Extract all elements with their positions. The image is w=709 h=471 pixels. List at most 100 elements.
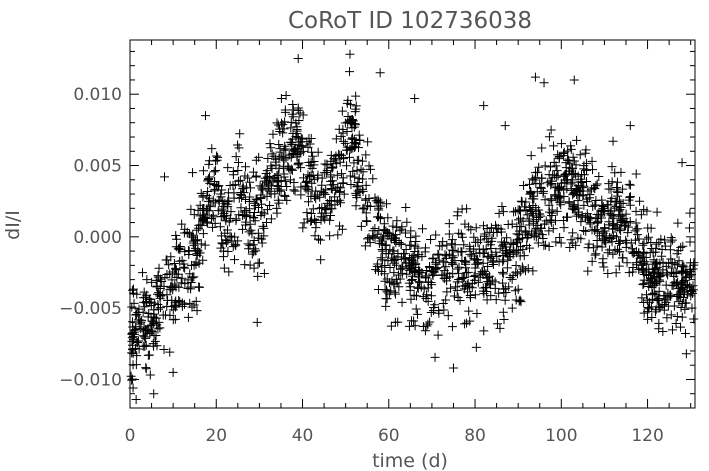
data-point — [676, 266, 686, 276]
data-point — [286, 123, 296, 133]
data-point — [365, 201, 375, 211]
data-point — [279, 124, 289, 134]
data-point — [264, 175, 274, 185]
data-point — [663, 270, 673, 280]
data-point — [547, 195, 557, 205]
data-point — [171, 265, 181, 275]
data-point — [573, 196, 583, 206]
data-point — [296, 133, 306, 143]
data-point — [355, 187, 365, 197]
data-point — [549, 157, 559, 167]
data-point — [440, 250, 450, 260]
data-point — [650, 259, 660, 269]
data-point — [500, 295, 510, 305]
data-point — [415, 268, 425, 278]
data-point — [587, 256, 597, 266]
data-point — [143, 350, 153, 360]
data-point — [625, 121, 635, 131]
data-point — [441, 295, 451, 305]
data-point — [216, 243, 226, 253]
y-axis-label: dI/I — [2, 210, 24, 240]
data-point — [257, 185, 267, 195]
data-point — [642, 270, 652, 280]
data-point — [643, 223, 653, 233]
data-point — [352, 182, 362, 192]
data-point — [368, 174, 378, 184]
data-point — [410, 246, 420, 256]
data-point — [580, 148, 590, 158]
data-point — [345, 171, 355, 181]
data-point — [322, 166, 332, 176]
data-point — [351, 120, 361, 130]
data-point — [551, 172, 561, 182]
data-point — [649, 288, 659, 298]
data-point — [145, 329, 155, 339]
data-point — [556, 200, 566, 210]
data-point — [597, 242, 607, 252]
data-point — [625, 192, 635, 202]
data-point — [353, 186, 363, 196]
data-point — [222, 225, 232, 235]
data-point — [583, 212, 593, 222]
data-point — [380, 261, 390, 271]
data-point — [337, 169, 347, 179]
data-point — [171, 230, 181, 240]
data-point — [574, 209, 584, 219]
data-point — [246, 225, 256, 235]
data-point — [345, 115, 355, 125]
data-point — [639, 275, 649, 285]
data-point — [258, 221, 268, 231]
data-point — [464, 306, 474, 316]
data-point — [479, 289, 489, 299]
data-point — [654, 324, 664, 334]
data-point — [183, 312, 193, 322]
data-point — [652, 207, 662, 217]
data-point — [335, 187, 345, 197]
data-point — [667, 267, 677, 277]
data-point — [486, 223, 496, 233]
data-point — [180, 263, 190, 273]
data-point — [306, 157, 316, 167]
data-point — [164, 260, 174, 270]
data-point — [132, 351, 142, 361]
data-point — [306, 191, 316, 201]
axis-ticks: 0 20 40 60 80 100 120 −0.010 −0.005 0.000 0.005 0.0… — [59, 40, 695, 446]
data-point — [470, 270, 480, 280]
data-point — [408, 251, 418, 261]
data-point — [346, 179, 356, 189]
data-point — [434, 255, 444, 265]
data-point — [625, 192, 635, 202]
data-point — [553, 150, 563, 160]
data-point — [537, 143, 547, 153]
data-point — [280, 191, 290, 201]
data-point — [671, 318, 681, 328]
data-point — [298, 223, 308, 233]
data-point — [512, 222, 522, 232]
data-point — [231, 241, 241, 251]
data-point — [209, 186, 219, 196]
data-point — [504, 251, 514, 261]
data-point — [556, 182, 566, 192]
data-point — [455, 295, 465, 305]
data-point — [149, 305, 159, 315]
data-point — [327, 184, 337, 194]
data-point — [684, 223, 694, 233]
data-point — [569, 156, 579, 166]
data-point — [394, 282, 404, 292]
data-point — [293, 54, 303, 64]
data-point — [652, 239, 662, 249]
data-point — [514, 215, 524, 225]
data-point — [469, 232, 479, 242]
data-point — [132, 309, 142, 319]
data-point — [189, 240, 199, 250]
data-point — [616, 202, 626, 212]
data-point — [252, 195, 262, 205]
data-point — [244, 227, 254, 237]
data-point — [393, 317, 403, 327]
data-point — [482, 295, 492, 305]
data-point — [446, 283, 456, 293]
data-point — [305, 139, 315, 149]
data-point — [330, 200, 340, 210]
data-point — [567, 175, 577, 185]
data-point — [439, 305, 449, 315]
